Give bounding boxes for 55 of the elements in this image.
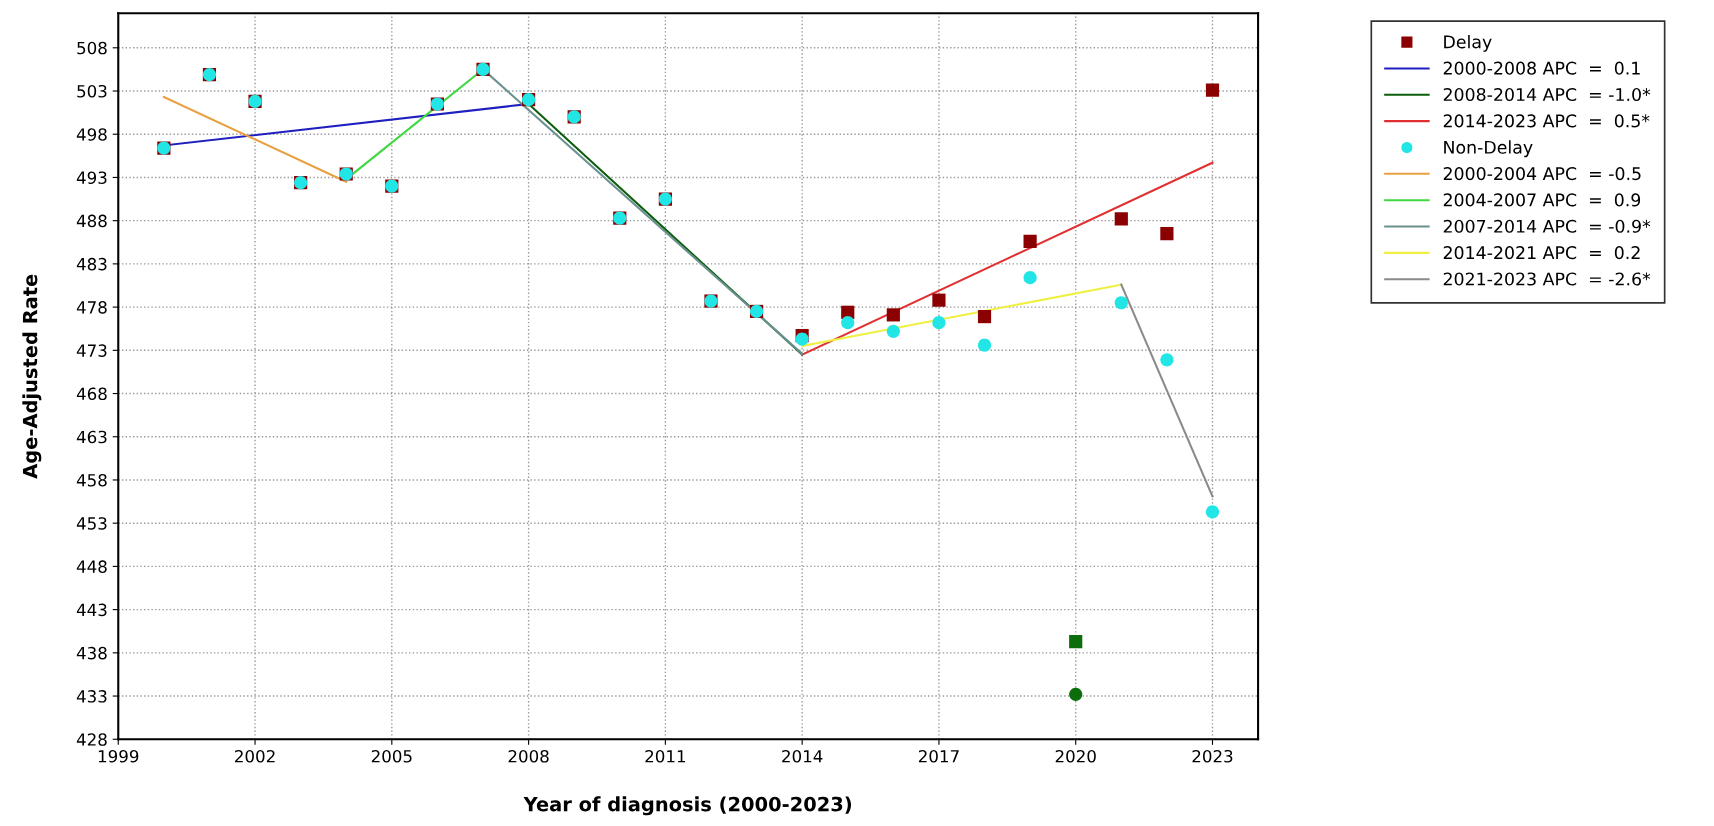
x-tick-label: 2023 (1192, 749, 1233, 763)
y-tick-label: 508 (77, 41, 107, 55)
point (1023, 271, 1037, 285)
y-tick-label: 478 (76, 301, 107, 314)
legend-label: Delay (1444, 34, 1492, 52)
point (977, 338, 992, 352)
point (1205, 83, 1220, 97)
y-tick-label: 493 (76, 171, 107, 185)
legend-label: 2014-2021 APC = 0.2 (1443, 246, 1640, 260)
x-tick-label: 2002 (235, 749, 275, 763)
legend-label: 2008-2014 APC = -1.0* (1443, 87, 1651, 102)
y-tick-label: 428 (76, 733, 107, 746)
x-tick-label: 1999 (98, 749, 139, 763)
y-axis-title: Age-Adjusted Rate (22, 274, 42, 479)
legend-label: Non-Delay (1444, 140, 1533, 158)
y-tick-label: 443 (76, 603, 107, 617)
point (1205, 505, 1220, 519)
legend-label: 2004-2007 APC = 0.9 (1443, 193, 1641, 207)
point (1160, 353, 1174, 367)
legend-label: 2000-2008 APC = 0.1 (1443, 61, 1640, 75)
point (1160, 227, 1174, 241)
y-tick-label: 468 (76, 387, 107, 401)
x-tick-label: 2011 (645, 749, 686, 763)
point (1023, 234, 1037, 248)
point (1114, 296, 1128, 310)
y-tick-label: 458 (76, 473, 107, 487)
x-tick-label: 2020 (1055, 749, 1096, 763)
point (932, 316, 946, 330)
y-tick-label: 503 (77, 84, 107, 98)
y-tick-label: 448 (76, 560, 107, 573)
y-tick-label: 498 (76, 128, 107, 141)
point (1114, 212, 1128, 226)
y-tick-label: 488 (76, 214, 107, 228)
point (977, 310, 992, 324)
y-tick-label: 438 (76, 646, 107, 660)
legend-label: 2007-2014 APC = -0.9* (1443, 219, 1651, 233)
y-tick-label: 483 (76, 257, 107, 271)
point (1069, 635, 1083, 649)
legend-label: 2000-2004 APC = -0.5 (1443, 167, 1641, 181)
y-tick-label: 463 (76, 430, 107, 444)
x-tick-label: 2017 (918, 749, 959, 763)
point (886, 324, 900, 338)
legend-label: 2014-2023 APC = 0.5* (1443, 114, 1650, 128)
point (1069, 687, 1083, 701)
x-tick-label: 2005 (371, 749, 412, 763)
point (932, 293, 946, 307)
point (841, 316, 855, 330)
x-tick-label: 2008 (508, 749, 549, 763)
y-tick-label: 473 (76, 344, 107, 357)
x-tick-label: 2014 (782, 749, 823, 763)
y-tick-label: 433 (76, 690, 107, 703)
y-tick-label: 453 (76, 517, 107, 530)
point (886, 308, 900, 322)
legend-label: 2021-2023 APC = -2.6* (1443, 272, 1651, 286)
x-axis-title: Year of diagnosis (2000-2023) (523, 796, 852, 816)
